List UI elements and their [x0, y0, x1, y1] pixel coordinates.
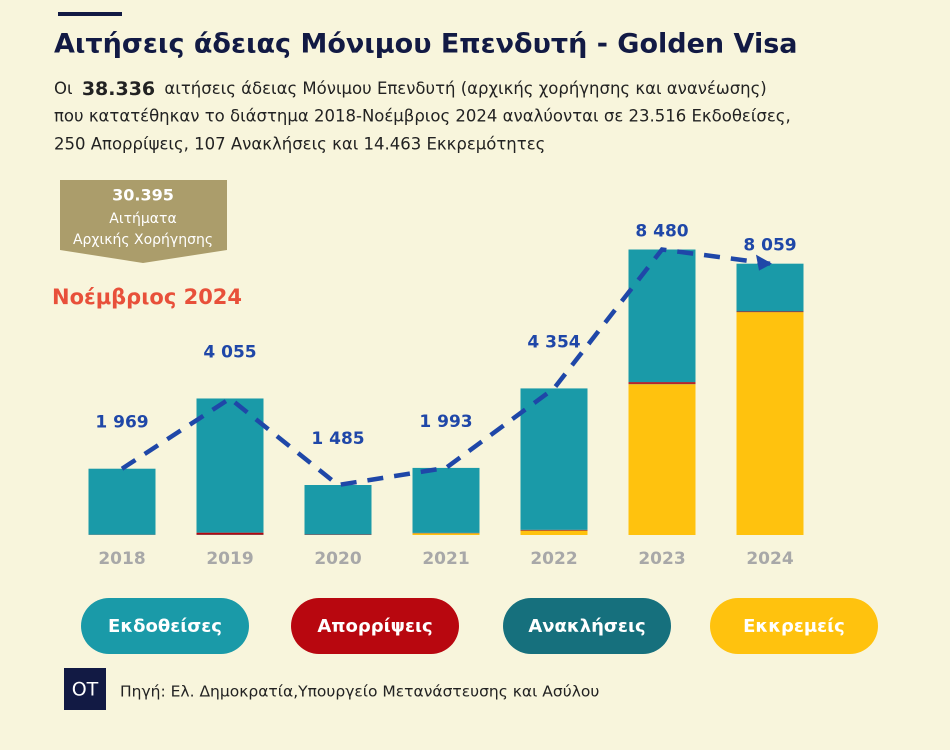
x-tick-label: 2024: [746, 549, 793, 569]
bar-segment: [412, 533, 480, 535]
legend-label: Απορρίψεις: [317, 616, 432, 637]
total-label: 4 354: [527, 332, 580, 352]
legend-pill: [81, 598, 249, 654]
bar-segment: [736, 312, 804, 535]
legend-pill: [710, 598, 878, 654]
subtitle-text: αιτήσεις άδειας Μόνιμου Επενδυτή (αρχική…: [164, 79, 766, 98]
total-label: 1 485: [311, 429, 364, 449]
bar-segment: [520, 529, 588, 531]
legend-pill: [291, 598, 459, 654]
badge-text: Αρχικής Χορήγησης: [73, 232, 213, 248]
subtitle-line: 250 Απορρίψεις, 107 Ανακλήσεις και 14.46…: [54, 135, 545, 154]
badge-text: Αιτήματα: [109, 211, 176, 227]
legend-pill: [503, 598, 671, 654]
total-label: 1 993: [419, 412, 472, 432]
subtitle: Οι 38.336 αιτήσεις άδειας Μόνιμου Επενδυ…: [54, 78, 767, 100]
source: Πηγή: Ελ. Δημοκρατία,Υπουργείο Μετανάστε…: [120, 683, 599, 701]
bar-segment: [736, 311, 804, 313]
bar-segment: [628, 382, 696, 384]
source-logo: OT: [72, 679, 99, 701]
subtitle-lead: Οι: [54, 79, 73, 98]
source-logo-box: [64, 668, 106, 710]
x-tick-label: 2018: [98, 549, 145, 569]
x-tick-label: 2019: [206, 549, 253, 569]
bar-segment: [520, 530, 588, 535]
badge: [60, 180, 227, 263]
bar-segment: [628, 384, 696, 535]
bar-segment: [736, 263, 804, 312]
bar-segment: [88, 468, 156, 535]
total-label: 8 480: [635, 222, 688, 242]
chart-title: Αιτήσεις άδειας Μόνιμου Επενδυτή - Golde…: [54, 29, 798, 60]
bar-segment: [628, 249, 696, 383]
bar-segment: [196, 398, 264, 533]
x-tick-label: 2022: [530, 549, 577, 569]
badge-number: 30.395: [112, 186, 174, 205]
subtitle-highlight: 38.336: [82, 78, 155, 100]
subtitle-line: που κατατέθηκαν το διάστημα 2018-Νοέμβρι…: [54, 107, 791, 126]
accent-line: [58, 12, 122, 16]
legend-label: Εκδοθείσες: [108, 616, 222, 637]
trend-arrow: [756, 254, 772, 271]
total-label: 8 059: [743, 236, 796, 256]
bar-segment: [412, 467, 480, 533]
trend-line: [120, 247, 771, 488]
x-tick-label: 2021: [422, 549, 469, 569]
bar-segment: [520, 388, 588, 530]
x-tick-label: 2023: [638, 549, 685, 569]
x-tick-label: 2020: [314, 549, 361, 569]
total-label: 1 969: [95, 413, 148, 433]
bar-segment: [196, 532, 264, 535]
date-note: Νοέμβριος 2024: [52, 285, 242, 309]
legend-label: Εκκρεμείς: [743, 616, 845, 637]
total-label: 4 055: [203, 342, 256, 362]
bar-segment: [304, 485, 372, 535]
legend-label: Ανακλήσεις: [528, 616, 645, 637]
